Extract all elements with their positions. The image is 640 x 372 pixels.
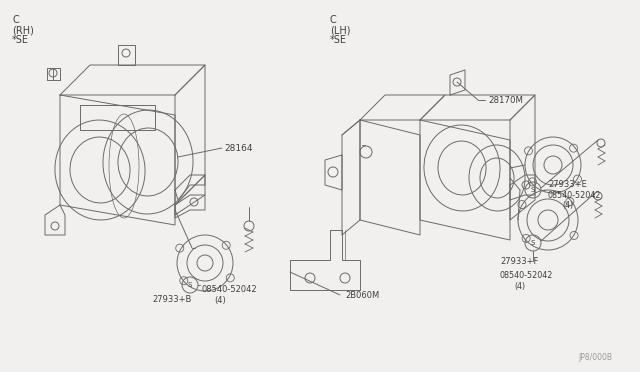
Text: S: S bbox=[188, 282, 192, 288]
Text: (LH): (LH) bbox=[330, 25, 351, 35]
Text: (4): (4) bbox=[562, 201, 573, 209]
Text: *SE: *SE bbox=[12, 35, 29, 45]
Text: 27933+F: 27933+F bbox=[500, 257, 538, 266]
Text: C: C bbox=[12, 15, 19, 25]
Text: 27933+B: 27933+B bbox=[152, 295, 191, 305]
Text: 28164: 28164 bbox=[224, 144, 253, 153]
Text: JP8/000B: JP8/000B bbox=[578, 353, 612, 362]
Text: 08540-52042: 08540-52042 bbox=[500, 270, 554, 279]
Text: (4): (4) bbox=[514, 282, 525, 291]
Text: 08540-52042: 08540-52042 bbox=[201, 285, 257, 295]
Text: (4): (4) bbox=[214, 295, 226, 305]
Text: 27933+E: 27933+E bbox=[548, 180, 587, 189]
Text: (RH): (RH) bbox=[12, 25, 34, 35]
Text: 28170M: 28170M bbox=[488, 96, 523, 105]
Text: 2B060M: 2B060M bbox=[345, 291, 380, 299]
Text: C: C bbox=[330, 15, 337, 25]
Text: 08540-52042: 08540-52042 bbox=[548, 190, 602, 199]
Text: S: S bbox=[531, 240, 535, 246]
Text: *SE: *SE bbox=[330, 35, 347, 45]
Text: S: S bbox=[531, 187, 535, 193]
